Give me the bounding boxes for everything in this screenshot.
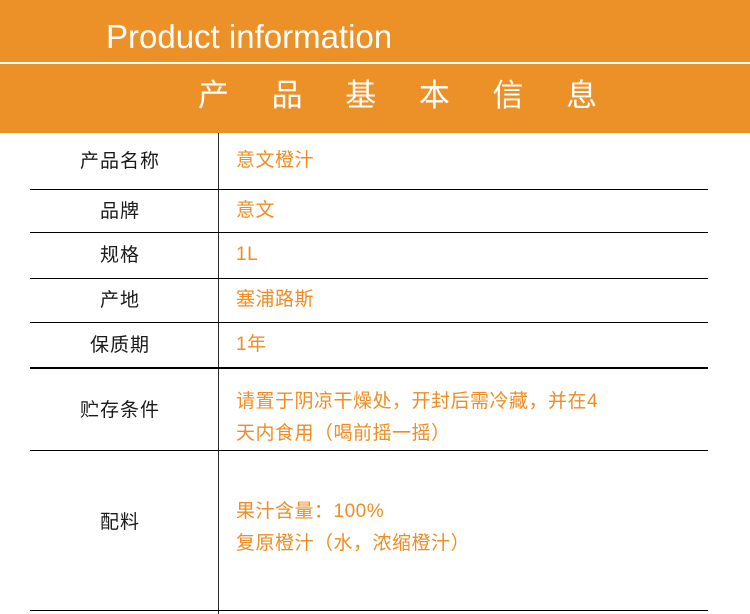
row-value: 请置于阴凉干燥处，开封后需冷藏，并在4 天内食用（喝前摇一摇）	[236, 386, 726, 450]
row-value: 1年	[236, 329, 726, 361]
row-value: 意文橙汁	[236, 145, 726, 177]
value-line: 意文	[236, 200, 276, 221]
row-divider-line	[30, 367, 708, 369]
row-divider-line	[30, 278, 708, 279]
row-label: 品牌	[99, 201, 140, 222]
value-line: 复原橙汁（水，浓缩橙汁）	[236, 533, 471, 554]
row-value: 塞浦路斯	[236, 284, 726, 316]
value-line: 1年	[236, 334, 267, 355]
table-row: 配料 果汁含量：100% 复原橙汁（水，浓缩橙汁）	[0, 450, 750, 611]
page-title: Product information	[106, 18, 393, 55]
row-divider-line	[30, 450, 708, 451]
row-label: 保质期	[89, 335, 150, 356]
table-row: 品牌 意文	[0, 190, 750, 233]
table-row: 保质期 1年	[0, 322, 750, 369]
value-line: 塞浦路斯	[236, 289, 315, 310]
row-label: 产地	[99, 290, 140, 311]
row-divider-line	[30, 189, 708, 190]
row-label: 配料	[99, 512, 140, 533]
table-row: 规格 1L	[0, 233, 750, 279]
row-label: 规格	[99, 245, 140, 266]
value-line: 请置于阴凉干燥处，开封后需冷藏，并在4	[236, 391, 599, 412]
row-value: 1L	[236, 239, 726, 271]
row-value: 果汁含量：100% 复原橙汁（水，浓缩橙汁）	[236, 496, 726, 560]
row-divider-line	[30, 232, 708, 233]
row-value: 意文	[236, 195, 726, 227]
product-spec-table: 产品名称 意文橙汁 品牌 意文 规格 1L 产地 塞浦路斯 保质期 1年	[0, 133, 750, 614]
row-divider-line	[30, 610, 708, 611]
value-line: 果汁含量：100%	[236, 501, 385, 522]
row-label: 贮存条件	[79, 400, 160, 421]
value-line: 1L	[236, 244, 259, 265]
value-line: 意文橙汁	[236, 150, 315, 171]
header-divider-line	[0, 62, 750, 64]
value-line: 天内食用（喝前摇一摇）	[236, 423, 451, 444]
row-label: 产品名称	[79, 151, 160, 172]
table-column-divider	[218, 133, 219, 614]
header-banner: Product information 产 品 基 本 信 息	[0, 0, 750, 133]
page-subtitle: 产 品 基 本 信 息	[198, 78, 615, 113]
table-row: 产品名称 意文橙汁	[0, 133, 750, 190]
table-row: 贮存条件 请置于阴凉干燥处，开封后需冷藏，并在4 天内食用（喝前摇一摇）	[0, 368, 750, 451]
row-divider-line	[30, 322, 708, 323]
table-row: 产地 塞浦路斯	[0, 278, 750, 323]
